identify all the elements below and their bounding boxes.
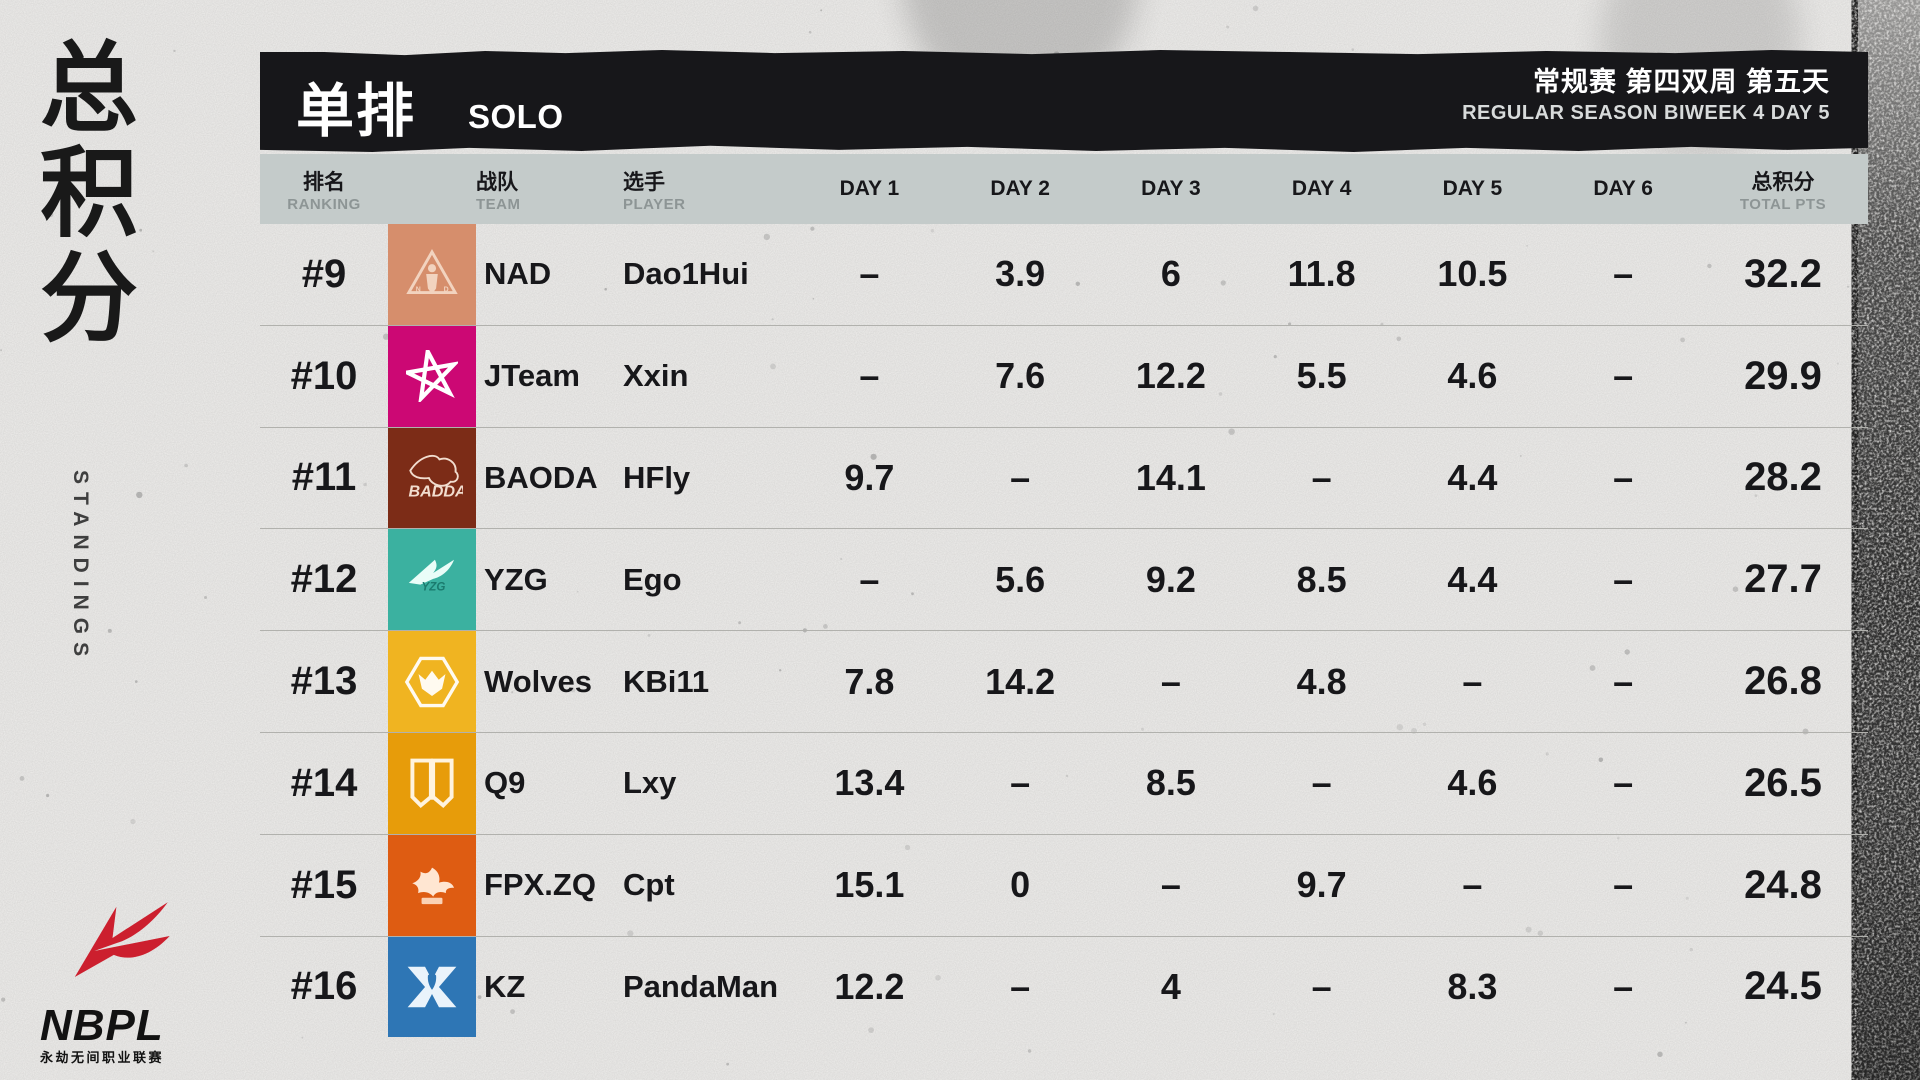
svg-text:YZG: YZG [422, 580, 446, 593]
svg-text:N: N [416, 287, 421, 294]
svg-text:D: D [444, 287, 449, 294]
svg-text:BADDA: BADDA [408, 483, 463, 501]
